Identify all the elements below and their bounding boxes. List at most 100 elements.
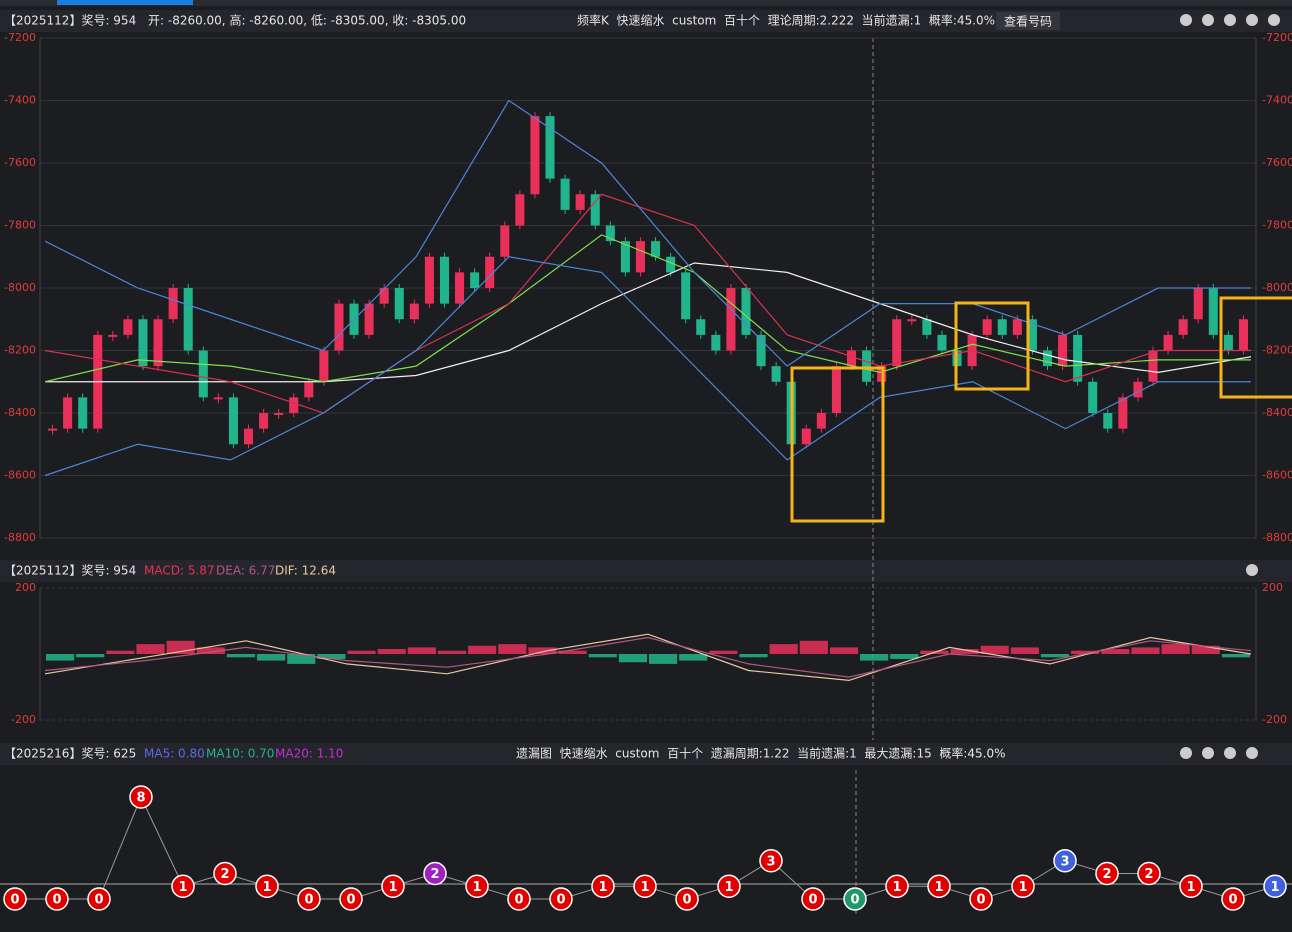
candle: [379, 288, 389, 304]
node-circle: [759, 849, 783, 873]
node-label: 0: [556, 893, 565, 908]
candle: [666, 256, 676, 273]
candle: [1012, 319, 1022, 335]
candle: [620, 241, 630, 273]
active-tab[interactable]: [57, 0, 193, 5]
node-label: 3: [766, 854, 775, 869]
header-info: 频率K 快速缩水 custom 百十个 理论周期:2.222 当前遗漏:1 概率…: [577, 13, 995, 28]
candle: [862, 350, 872, 382]
macd-bar: [468, 645, 497, 654]
omission-node: 1: [633, 874, 657, 898]
macd-bar: [76, 654, 105, 658]
candle: [590, 194, 600, 226]
node-circle: [1011, 874, 1035, 898]
candle: [1208, 288, 1218, 335]
header-ohlc: 开: -8260.00, 高: -8260.00, 低: -8305.00, 收…: [148, 13, 466, 28]
header-info: 遗漏图 快速缩水 custom 百十个 遗漏周期:1.22 当前遗漏:1 最大遗…: [516, 746, 1006, 761]
candle: [228, 397, 238, 445]
candle: [424, 256, 434, 304]
macd-bar: [106, 650, 135, 654]
omission-node: 1: [717, 874, 741, 898]
y-tick-label: -8000: [4, 281, 36, 294]
node-circle: [969, 887, 993, 911]
node-label: 0: [514, 893, 523, 908]
macd-bar: [287, 654, 316, 664]
node-circle: [1221, 887, 1245, 911]
macd-bar: [890, 654, 919, 659]
node-label: 1: [1270, 880, 1279, 895]
omission-node: 0: [339, 887, 363, 911]
node-circle: [633, 874, 657, 898]
candle: [1027, 319, 1037, 351]
y-tick-label: -7800: [4, 219, 36, 232]
candle: [1103, 413, 1113, 429]
candle: [1133, 381, 1143, 398]
node-circle: [45, 887, 69, 911]
omission-node: 0: [297, 887, 321, 911]
node-circle: [381, 874, 405, 898]
node-label: 0: [976, 893, 985, 908]
node-circle: [927, 874, 951, 898]
macd-bar: [317, 654, 346, 659]
candle: [198, 350, 208, 398]
macd-bar: [709, 650, 738, 654]
ma20-label: MA20: 1.10: [275, 747, 343, 761]
candle: [78, 397, 88, 429]
candle: [319, 350, 329, 382]
view-button[interactable]: [996, 12, 1060, 30]
node-label: 3: [1060, 854, 1069, 869]
indicator-line: [44, 636, 1252, 678]
macd-bar: [226, 654, 256, 658]
omission-node: 2: [213, 861, 237, 886]
header-bar: [0, 560, 1292, 582]
candle: [500, 225, 510, 257]
node-label: 1: [724, 880, 733, 895]
candle: [1193, 288, 1203, 320]
candle: [1088, 381, 1098, 413]
candle: [801, 428, 811, 445]
macd-bar: [739, 654, 768, 658]
y-tick-label: -7200: [1262, 31, 1292, 44]
header-code: 【2025216】奖号: 625: [4, 747, 136, 761]
candle: [816, 413, 826, 429]
macd-bar: [136, 644, 165, 654]
y-tick-label: -7600: [1262, 156, 1292, 169]
node-label: 2: [1144, 867, 1153, 882]
node-circle: [591, 874, 615, 898]
candle: [937, 334, 947, 351]
candle: [696, 319, 706, 335]
candle: [545, 116, 555, 179]
node-label: 0: [808, 893, 817, 908]
toolbar-icons[interactable]: [1180, 14, 1280, 759]
y-tick-label: -7600: [4, 156, 36, 169]
candle: [183, 288, 193, 351]
candle: [485, 256, 495, 288]
node-circle: [129, 785, 153, 809]
macd-bar: [377, 649, 406, 654]
candle: [846, 350, 857, 367]
macd-bar: [950, 649, 979, 654]
candle: [1058, 334, 1068, 367]
node-circle: [297, 887, 321, 911]
node-label: 1: [1018, 880, 1027, 895]
omission-node: 0: [45, 887, 69, 911]
node-label: 2: [430, 867, 439, 882]
node-circle: [885, 874, 909, 898]
node-label: 8: [136, 791, 145, 806]
omission-node: 1: [255, 874, 279, 898]
macd-label: MACD: 5.87: [144, 564, 215, 578]
node-circle: [801, 887, 825, 911]
view-button-label[interactable]: 查看号码: [1004, 15, 1052, 29]
candle: [63, 397, 73, 429]
candle: [1238, 319, 1248, 351]
candle: [1178, 319, 1188, 335]
omission-node: 0: [3, 887, 27, 911]
candle: [1118, 397, 1128, 429]
candle: [274, 413, 284, 415]
macd-bar: [407, 647, 436, 654]
macd-bar: [437, 650, 467, 654]
y-tick-label: -7400: [1262, 94, 1292, 107]
candle: [892, 319, 902, 367]
node-label: 0: [850, 893, 859, 908]
omission-node: 1: [927, 874, 951, 898]
